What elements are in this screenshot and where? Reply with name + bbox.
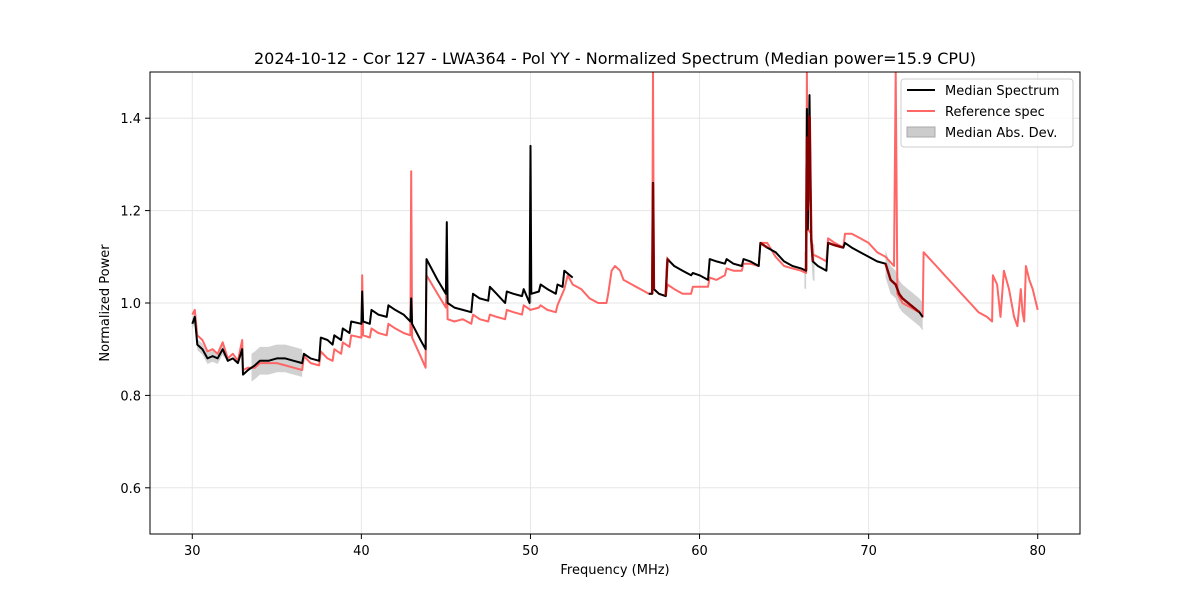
legend-median-label: Median Spectrum <box>945 84 1059 99</box>
y-tick-label: 0.8 <box>120 389 141 404</box>
mad-band-area <box>192 311 225 364</box>
y-tick-label: 0.6 <box>120 482 141 497</box>
x-tick-label: 40 <box>353 544 370 559</box>
x-tick-label: 70 <box>860 544 877 559</box>
x-tick-label: 60 <box>691 544 708 559</box>
x-axis-label: Frequency (MHz) <box>560 563 669 578</box>
legend: Median Spectrum Reference spec Median Ab… <box>900 78 1074 148</box>
y-tick-label: 1.4 <box>120 112 141 127</box>
median-spectrum-line <box>191 94 924 376</box>
mad-band-area <box>885 249 923 331</box>
y-axis-label: Normalized Power <box>98 244 113 362</box>
y-tick-label: 1.0 <box>120 297 141 312</box>
legend-reference-label: Reference spec <box>945 105 1045 120</box>
y-axis-ticks: 0.6 0.8 1.0 1.2 1.4 <box>120 112 150 497</box>
overlap-segment <box>650 182 656 294</box>
overlap-segment <box>884 263 921 314</box>
x-axis-ticks: 30 40 50 60 70 80 <box>184 534 1046 559</box>
chart-title: 2024-10-12 - Cor 127 - LWA364 - Pol YY -… <box>254 49 976 68</box>
legend-mad-label: Median Abs. Dev. <box>945 126 1057 141</box>
y-tick-label: 1.2 <box>120 205 141 220</box>
x-tick-label: 80 <box>1029 544 1046 559</box>
x-tick-label: 30 <box>184 544 201 559</box>
median-abs-dev-band <box>192 76 923 382</box>
reference-spectrum-line <box>191 72 1039 371</box>
legend-box <box>900 78 1074 148</box>
overlap-segment <box>827 241 844 249</box>
overlap-segment <box>664 256 670 297</box>
series-lines <box>191 72 1039 376</box>
overlap-segment <box>759 241 768 249</box>
x-tick-label: 50 <box>522 544 539 559</box>
overlap-segment <box>804 115 815 271</box>
legend-mad-swatch <box>906 126 936 138</box>
